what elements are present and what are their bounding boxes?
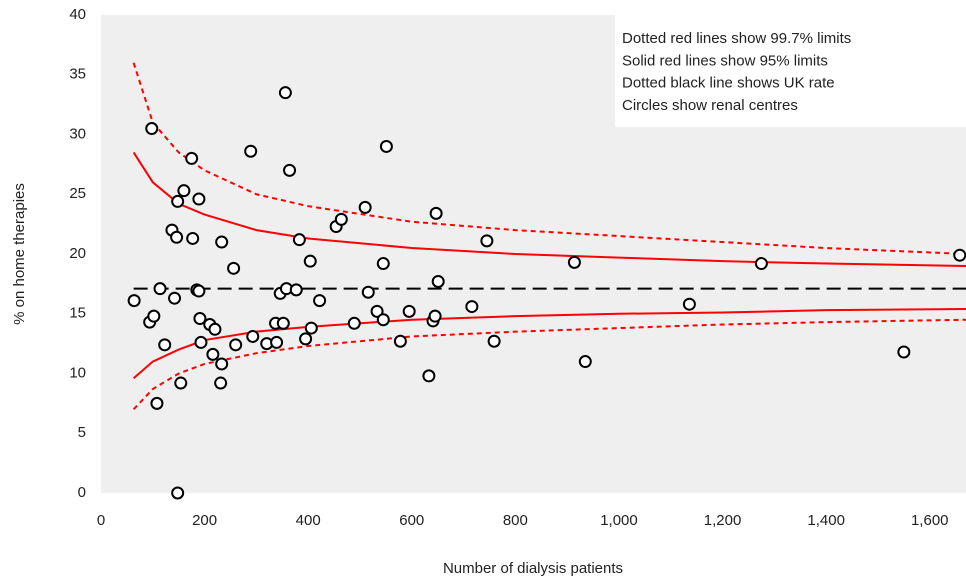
data-point: [214, 376, 228, 390]
data-point: [244, 144, 258, 158]
data-point: [578, 355, 592, 369]
data-point: [246, 329, 260, 343]
data-point: [158, 338, 172, 352]
data-point: [361, 285, 375, 299]
data-point: [376, 257, 390, 271]
data-point: [174, 376, 188, 390]
data-point: [215, 357, 229, 371]
y-tick-label: 25: [69, 185, 86, 202]
limit-line: [132, 62, 966, 255]
annotation: Dotted red lines show 99.7% limits: [622, 30, 851, 47]
x-tick-label: 600: [399, 512, 424, 529]
data-point: [194, 335, 208, 349]
data-point: [953, 248, 966, 262]
data-point: [276, 316, 290, 330]
data-point: [153, 282, 167, 296]
limit-line: [132, 318, 966, 411]
x-tick-label: 1,000: [600, 512, 638, 529]
y-tick-label: 0: [78, 484, 86, 501]
data-point: [402, 304, 416, 318]
data-point: [168, 291, 182, 305]
y-tick-label: 10: [69, 364, 86, 381]
data-point: [186, 231, 200, 245]
y-tick-label: 40: [69, 6, 86, 23]
data-point: [208, 322, 222, 336]
data-point: [334, 212, 348, 226]
data-point: [283, 163, 297, 177]
data-point: [171, 486, 185, 500]
data-point: [376, 313, 390, 327]
x-axis-label: Number of dialysis patients: [443, 560, 623, 577]
data-point: [278, 86, 292, 100]
data-point: [487, 334, 501, 348]
data-point: [422, 369, 436, 383]
data-point: [304, 321, 318, 335]
data-point: [193, 312, 207, 326]
data-point: [215, 235, 229, 249]
annotation-box: [615, 15, 966, 127]
y-tick-label: 15: [69, 305, 86, 322]
data-point: [292, 233, 306, 247]
data-point: [313, 294, 327, 308]
data-point: [150, 396, 164, 410]
data-point: [227, 261, 241, 275]
data-point: [370, 304, 384, 318]
x-tick-label: 1,600: [911, 512, 949, 529]
y-tick-label: 30: [69, 125, 86, 142]
data-point: [393, 334, 407, 348]
data-point: [270, 335, 284, 349]
data-point: [358, 200, 372, 214]
y-axis-label: % on home therapies: [11, 183, 28, 325]
data-point: [177, 184, 191, 198]
y-tick-label: 35: [69, 66, 86, 83]
y-tick-label: 20: [69, 245, 86, 262]
data-point: [145, 122, 159, 136]
x-tick-label: 200: [192, 512, 217, 529]
data-point: [170, 230, 184, 244]
data-point: [303, 254, 317, 268]
data-point: [289, 283, 303, 297]
annotation: Solid red lines show 95% limits: [622, 52, 828, 69]
x-tick-label: 400: [296, 512, 321, 529]
data-point: [465, 300, 479, 314]
data-point: [429, 206, 443, 220]
data-point: [379, 139, 393, 153]
data-point: [229, 338, 243, 352]
x-tick-label: 0: [97, 512, 105, 529]
data-point: [428, 309, 442, 323]
annotation: Dotted black line shows UK rate: [622, 75, 835, 92]
data-point: [431, 274, 445, 288]
data-point: [127, 294, 141, 308]
data-point: [897, 345, 911, 359]
x-tick-label: 1,400: [807, 512, 845, 529]
data-point: [192, 192, 206, 206]
data-point: [185, 151, 199, 165]
data-point: [147, 309, 161, 323]
data-point: [682, 297, 696, 311]
data-point: [299, 332, 313, 346]
data-point: [567, 255, 581, 269]
x-tick-label: 1,200: [704, 512, 742, 529]
y-tick-label: 5: [78, 424, 86, 441]
data-point: [171, 194, 185, 208]
data-point: [754, 257, 768, 271]
data-point: [347, 316, 361, 330]
data-point: [192, 284, 206, 298]
data-point: [480, 234, 494, 248]
x-tick-label: 800: [503, 512, 528, 529]
data-point: [206, 347, 220, 361]
annotation: Circles show renal centres: [622, 97, 798, 114]
